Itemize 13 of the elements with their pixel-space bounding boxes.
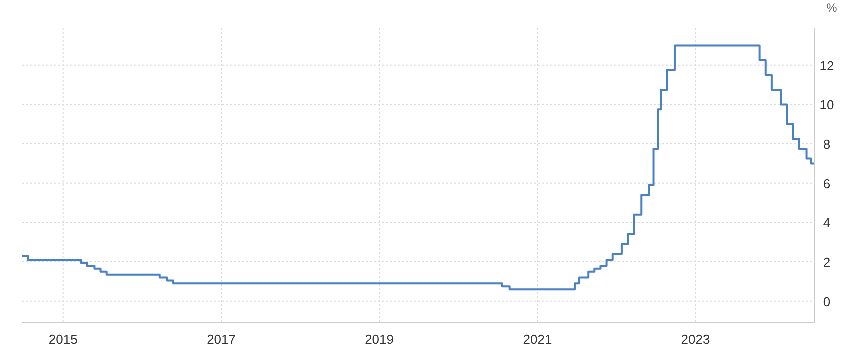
x-tick-label: 2017: [207, 332, 236, 347]
x-tick-label: 2021: [523, 332, 552, 347]
y-tick-label: 4: [823, 216, 831, 231]
y-tick-label: 10: [820, 98, 834, 113]
x-tick-label: 2023: [681, 332, 710, 347]
y-tick-label: 6: [823, 176, 831, 192]
x-tick-label: 2019: [365, 332, 394, 347]
y-axis-title: %: [826, 1, 838, 15]
y-tick-label: 0: [823, 294, 831, 310]
y-tick-label: 2: [823, 255, 831, 270]
y-tick-label: 8: [823, 137, 831, 152]
y-tick-label: 12: [820, 58, 834, 74]
x-tick-label: 2015: [48, 332, 78, 347]
